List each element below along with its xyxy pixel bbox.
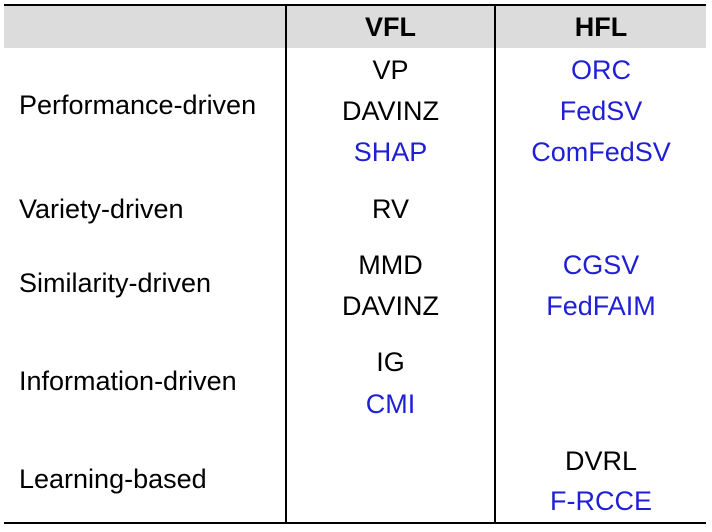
- vfl-cell-davinz: DAVINZ: [341, 96, 439, 126]
- hfl-cell-dvrl: DVRL: [564, 446, 638, 476]
- vfl-cell-davinz-2: DAVINZ: [341, 291, 439, 321]
- header-vfl: VFL: [365, 12, 416, 42]
- vfl-cell-shap: SHAP: [353, 137, 428, 167]
- header-row: [4, 6, 706, 48]
- column-divider-2: [494, 4, 496, 524]
- hfl-cell-orc: ORC: [571, 55, 631, 85]
- vfl-cell-ig: IG: [376, 347, 405, 377]
- row-label-information: Information-driven: [19, 366, 237, 396]
- row-label-performance: Performance-driven: [19, 90, 257, 120]
- top-rule: [4, 4, 706, 6]
- hfl-cell-fedsv: FedSV: [559, 96, 643, 126]
- row-label-variety: Variety-driven: [19, 194, 184, 224]
- header-hfl: HFL: [574, 12, 628, 42]
- hfl-cell-comfedsv: ComFedSV: [531, 137, 671, 167]
- row-label-similarity: Similarity-driven: [19, 268, 212, 298]
- vfl-cell-rv: RV: [371, 194, 410, 224]
- hfl-cell-fedfaim: FedFAIM: [546, 291, 656, 321]
- bottom-rule: [4, 522, 706, 524]
- vfl-cell-mmd: MMD: [358, 250, 423, 280]
- vfl-cell-vp: VP: [372, 55, 409, 85]
- hfl-cell-cgsv: CGSV: [562, 250, 640, 280]
- vfl-cell-cmi: CMI: [365, 389, 416, 419]
- column-divider-1: [285, 4, 287, 524]
- taxonomy-table: VFL HFL Performance-driven VP DAVINZ SHA…: [4, 4, 706, 524]
- hfl-cell-f-rcce: F-RCCE: [550, 486, 652, 516]
- row-label-learning: Learning-based: [19, 464, 207, 494]
